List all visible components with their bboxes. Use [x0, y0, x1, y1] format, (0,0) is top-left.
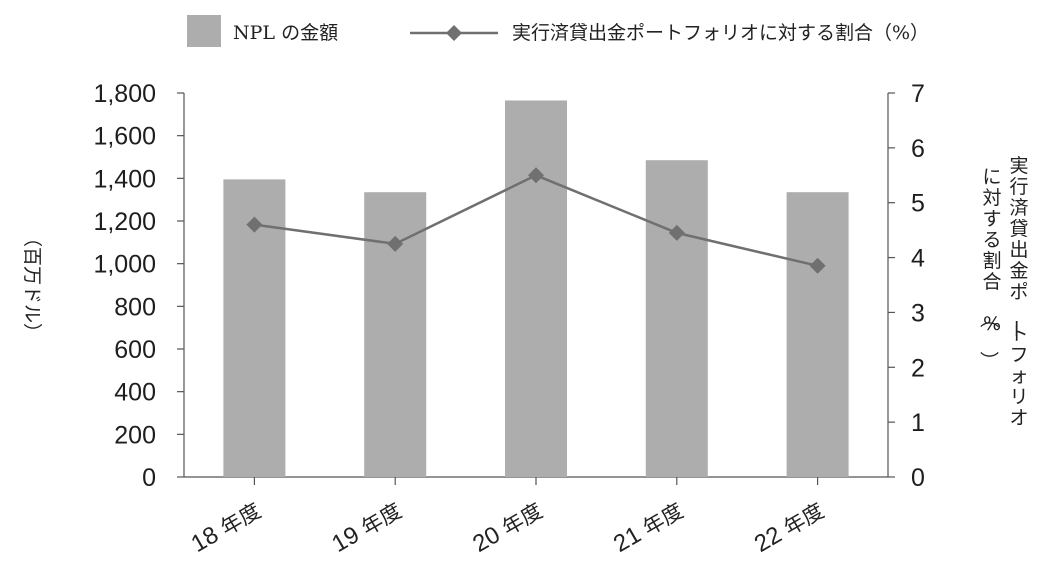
bar [505, 100, 567, 477]
legend: NPL の金額 実行済貸出金ポートフォリオに対する割合（%） [187, 15, 929, 47]
right-axis-title: 実行済貸出金ポートフォリオに対する割合（%） [977, 155, 1028, 429]
legend-label-ratio: 実行済貸出金ポートフォリオに対する割合（%） [512, 22, 929, 44]
right-tick-label: 4 [911, 245, 925, 273]
ratio-point [387, 235, 404, 252]
left-tick-label: 1,000 [93, 251, 156, 279]
left-tick-label: 600 [114, 336, 156, 364]
right-tick-label: 3 [911, 299, 925, 327]
x-tick-label: 22 年度 [750, 497, 829, 558]
ratio-point [246, 216, 263, 233]
left-tick-label: 1,200 [93, 208, 156, 236]
x-tick-label: 21 年度 [609, 497, 688, 558]
bar-series [223, 100, 849, 477]
right-tick-label: 2 [911, 354, 925, 382]
x-tick-label: 18 年度 [187, 497, 266, 558]
right-tick-label: 7 [911, 80, 925, 108]
left-axis-ticks: 0 200 400 600 800 1,000 1,200 1,400 1,600 1,800 [93, 80, 184, 492]
right-tick-label: 6 [911, 135, 925, 163]
ratio-point [809, 257, 826, 274]
bar [364, 192, 427, 477]
bar [786, 192, 849, 477]
line-series [246, 167, 826, 274]
x-tick-label: 19 年度 [327, 497, 406, 558]
left-axis-title: （百万ドル） [21, 228, 43, 342]
right-axis-title-line1: 実行済貸出金ポートフォリオ [1004, 155, 1028, 429]
left-tick-label: 400 [114, 379, 156, 407]
right-tick-label: 5 [911, 190, 925, 218]
left-tick-label: 1,800 [93, 80, 156, 108]
ratio-point [668, 224, 685, 241]
legend-label-npl: NPL の金額 [233, 22, 338, 44]
x-axis-ticks: 18 年度 19 年度 20 年度 21 年度 22 年度 [187, 477, 829, 558]
left-tick-label: 1,400 [93, 165, 156, 193]
ratio-point [528, 167, 544, 184]
left-tick-label: 800 [114, 293, 156, 321]
left-tick-label: 0 [142, 464, 156, 492]
legend-swatch-npl [187, 15, 221, 47]
x-tick-label: 20 年度 [468, 497, 547, 558]
right-axis-ticks: 0 1 2 3 4 5 6 7 [888, 80, 925, 492]
bar [645, 160, 708, 477]
left-tick-label: 1,600 [93, 123, 156, 151]
legend-swatch-ratio-marker [446, 25, 462, 41]
right-axis-title-line2: に対する割合（%） [977, 166, 1001, 370]
left-tick-label: 200 [114, 421, 156, 449]
right-tick-label: 0 [911, 464, 925, 492]
right-tick-label: 1 [911, 409, 925, 437]
